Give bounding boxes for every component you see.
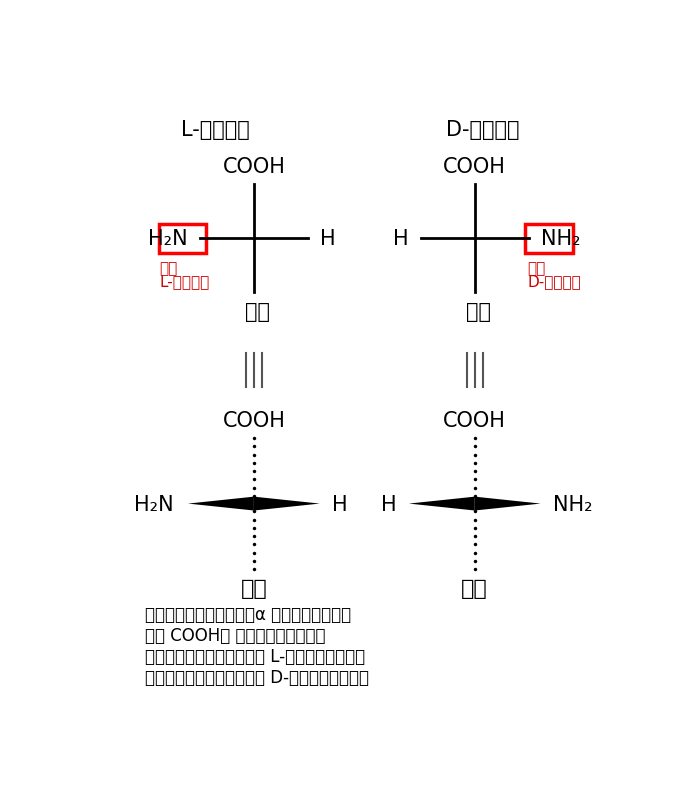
Text: D-アミノ酸: D-アミノ酸 (528, 274, 581, 289)
Polygon shape (254, 497, 320, 511)
Text: H: H (393, 229, 409, 249)
Text: 側鎖: 側鎖 (466, 302, 491, 322)
Text: 右にアミノ基があるものは D-アミノ酸である。: 右にアミノ基があるものは D-アミノ酸である。 (145, 668, 369, 686)
Text: H₂N: H₂N (149, 229, 188, 249)
Text: H₂N: H₂N (135, 494, 174, 514)
Text: L-アミノ酸: L-アミノ酸 (159, 274, 209, 289)
Text: 側鎖: 側鎖 (245, 302, 270, 322)
Bar (159, 225, 206, 254)
Text: 側鎖: 側鎖 (241, 578, 267, 598)
Text: 左：: 左： (159, 260, 177, 275)
Text: L-アミノ酸: L-アミノ酸 (181, 120, 249, 140)
Text: COOH: COOH (443, 157, 506, 177)
Text: 側鎖: 側鎖 (461, 578, 488, 598)
Polygon shape (188, 497, 254, 511)
Text: NH₂: NH₂ (553, 494, 593, 514)
Text: フィッシャー投影式で、α 炭素を中心として: フィッシャー投影式で、α 炭素を中心として (145, 605, 352, 623)
Text: NH₂: NH₂ (541, 229, 580, 249)
Text: H: H (332, 494, 348, 514)
Text: COOH: COOH (443, 411, 506, 431)
Text: H: H (320, 229, 335, 249)
Polygon shape (475, 497, 541, 511)
Text: 左にアミノ基があるものは L-アミノ酸であり、: 左にアミノ基があるものは L-アミノ酸であり、 (145, 647, 366, 665)
Text: 上に COOH， 下に側鎖がある時、: 上に COOH， 下に側鎖がある時、 (145, 626, 326, 644)
Text: COOH: COOH (223, 157, 285, 177)
Text: D-アミノ酸: D-アミノ酸 (446, 120, 519, 140)
Bar (525, 225, 573, 254)
Text: 右：: 右： (528, 260, 546, 275)
Text: COOH: COOH (223, 411, 285, 431)
Polygon shape (409, 497, 475, 511)
Text: H: H (381, 494, 396, 514)
